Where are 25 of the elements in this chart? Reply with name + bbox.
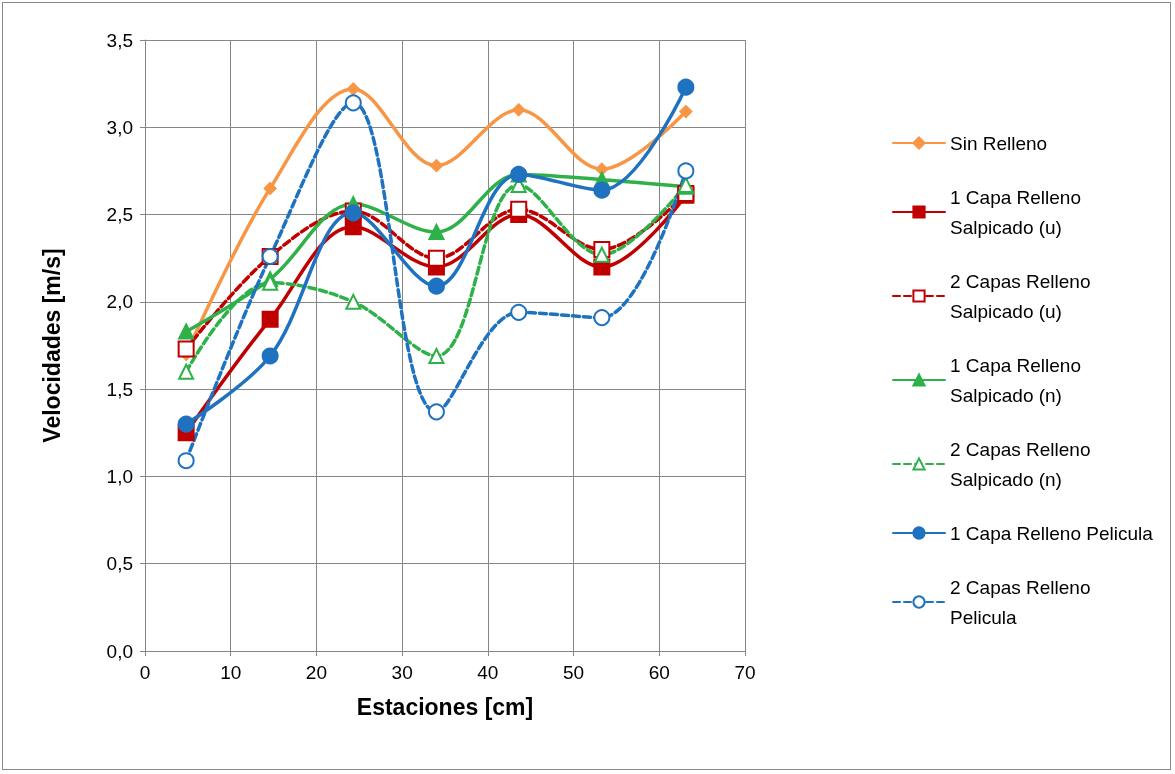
y-tick-label: 3,5 [106, 29, 133, 51]
y-axis-title: Velocidades [m/s] [38, 248, 65, 443]
legend-label: 1 Capa Relleno Salpicado (u) [950, 186, 1087, 238]
y-tick-label: 1,0 [106, 465, 133, 487]
x-tick-label: 0 [139, 662, 151, 683]
legend-label: Sin Relleno [950, 132, 1048, 154]
y-tick-label: 3,0 [106, 116, 133, 138]
y-tick-label: 2,5 [106, 204, 133, 226]
legend-label: 2 Capas Relleno Salpicado (u) [950, 270, 1096, 322]
x-tick-label: 20 [305, 662, 327, 683]
x-tick-label: 60 [648, 662, 670, 683]
x-tick-label: 50 [563, 662, 585, 683]
legend-label: 1 Capa Relleno Salpicado (n) [950, 354, 1087, 406]
legend-label: 2 Capas Relleno Pelicula [950, 576, 1096, 628]
x-tick-label: 10 [220, 662, 242, 683]
y-tick-label: 1,5 [106, 378, 133, 400]
y-tick-label: 0,0 [106, 640, 133, 662]
legend-label: 1 Capa Relleno Pelicula [950, 522, 1154, 544]
x-axis-title: Estaciones [cm] [356, 693, 534, 720]
x-tick-label: 30 [391, 662, 413, 683]
legend-label: 2 Capas Relleno Salpicado (n) [950, 438, 1096, 490]
x-tick-label: 40 [477, 662, 499, 683]
y-tick-label: 2,0 [106, 291, 133, 313]
y-tick-label: 0,5 [106, 553, 133, 575]
x-tick-label: 70 [734, 662, 756, 683]
